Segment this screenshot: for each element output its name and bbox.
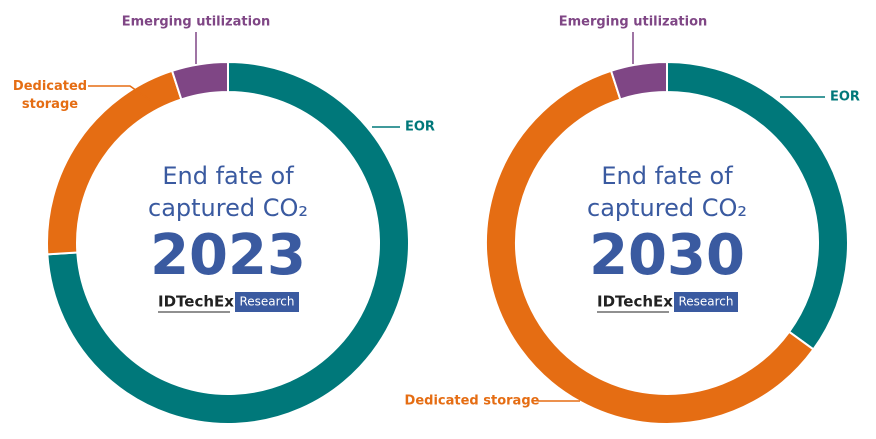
logo-tag: Research [239,295,294,309]
leader-line [88,85,151,101]
logo-box [235,292,299,312]
logo: IDTechEx [597,293,673,311]
logo-box [674,292,738,312]
center-text: captured CO₂ [587,194,747,222]
center-year: 2023 [150,223,306,288]
label-line: storage [22,97,78,112]
segment-label: Dedicated storage [13,79,87,112]
segment-label: EOR [830,90,860,105]
center-text: End fate of [162,162,294,190]
segment-label: EOR [405,120,435,135]
segment-label: Emerging utilization [122,15,271,30]
label-line: Dedicated [13,79,87,94]
donut-segment [46,60,410,425]
donut-segment [170,60,229,101]
center-year: 2030 [589,223,745,288]
center-text: captured CO₂ [148,194,308,222]
center-text: End fate of [601,162,733,190]
segment-label: Emerging utilization [559,15,708,30]
donut-segment [485,69,815,425]
logo-tag: Research [678,295,733,309]
segment-label: Dedicated storage [405,394,540,409]
donut-segment [609,60,668,101]
logo: IDTechEx [158,293,234,311]
